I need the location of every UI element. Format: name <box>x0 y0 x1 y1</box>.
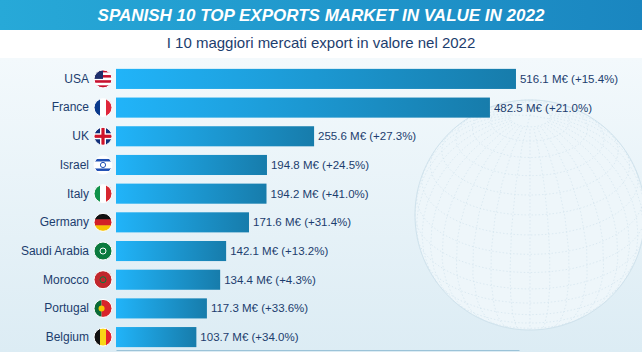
bar <box>116 298 207 318</box>
flag-border <box>94 127 112 145</box>
y-tick-label: USA <box>64 72 89 86</box>
y-tick-label: UK <box>72 129 89 143</box>
bar <box>116 98 490 118</box>
flag-border <box>94 213 112 231</box>
y-tick-label: Italy <box>67 186 89 200</box>
bar <box>116 212 249 232</box>
bar <box>116 241 226 261</box>
y-tick: Italy <box>67 186 89 200</box>
y-tick: Morocco <box>43 273 89 287</box>
flag-part <box>94 168 112 171</box>
data-label: 103.7 M€ (+34.0%) <box>200 331 298 343</box>
data-label: 255.6 M€ (+27.3%) <box>318 130 416 142</box>
flags <box>94 70 113 346</box>
flag-part <box>94 127 112 145</box>
bar <box>116 126 314 146</box>
flag-border <box>94 242 112 260</box>
flag-part <box>94 219 112 226</box>
y-tick-label: France <box>52 100 90 114</box>
flag-part <box>100 328 107 346</box>
flag <box>94 99 113 117</box>
title: SPANISH 10 TOP EXPORTS MARKET IN VALUE I… <box>98 6 545 25</box>
globe-sphere <box>415 100 642 330</box>
flag <box>94 242 112 260</box>
y-tick-label: Saudi Arabia <box>21 244 89 258</box>
bar <box>116 155 267 175</box>
flag-part <box>100 277 106 283</box>
y-tick-label: Germany <box>40 215 89 229</box>
chart-svg: SPANISH 10 TOP EXPORTS MARKET IN VALUE I… <box>0 0 642 352</box>
data-labels: 516.1 M€ (+15.4%) 482.5 M€ (+21.0%) 255.6 … <box>200 73 618 343</box>
y-tick-label: Morocco <box>43 273 89 287</box>
flag <box>94 271 112 289</box>
y-tick: Israel <box>60 158 89 172</box>
data-label: 171.6 M€ (+31.4%) <box>253 216 351 228</box>
flag <box>94 70 112 88</box>
globe-graticule <box>415 100 642 330</box>
flag-border <box>94 99 112 117</box>
data-label: 194.2 M€ (+41.0%) <box>271 188 369 200</box>
flag-part <box>99 305 105 311</box>
flag-part <box>100 162 105 167</box>
data-label: 142.1 M€ (+13.2%) <box>230 245 328 257</box>
flag-part <box>94 242 112 260</box>
bars <box>116 69 516 347</box>
data-label: 117.3 M€ (+33.6%) <box>211 302 308 314</box>
flag-part <box>100 185 107 203</box>
flag-border <box>94 70 112 88</box>
y-tick-label: Israel <box>60 158 89 172</box>
y-axis: USA France UK Israel Italy Germany Saudi Arabi… <box>21 72 89 344</box>
y-tick: Saudi Arabia <box>21 244 89 258</box>
data-label: 516.1 M€ (+15.4%) <box>520 73 618 85</box>
bar <box>116 69 516 89</box>
header-band <box>0 0 642 30</box>
flag-part <box>101 127 104 145</box>
y-tick: USA <box>64 72 89 86</box>
y-tick-label: Belgium <box>46 330 89 344</box>
flag <box>94 328 113 346</box>
flag-part <box>94 271 112 289</box>
x-axis <box>117 350 520 351</box>
y-tick: Germany <box>40 215 89 229</box>
bar <box>116 327 196 347</box>
flag-border <box>94 271 112 289</box>
y-tick: Belgium <box>46 330 89 344</box>
flag-border <box>94 299 112 317</box>
subtitle: I 10 maggiori mercati export in valore n… <box>167 34 476 51</box>
flag-part <box>100 248 106 254</box>
data-label: 482.5 M€ (+21.0%) <box>494 102 592 114</box>
flag-border <box>94 185 112 203</box>
bar <box>116 184 267 204</box>
flag <box>94 127 112 145</box>
flag-border <box>94 328 112 346</box>
bar <box>116 270 220 290</box>
flag <box>94 213 112 232</box>
flag-part <box>94 156 112 174</box>
flag-part <box>100 99 107 117</box>
globe-decoration <box>415 100 642 330</box>
y-tick-label: Portugal <box>44 301 89 315</box>
x-axis-line <box>117 350 520 351</box>
y-tick: Portugal <box>44 301 89 315</box>
flag-border <box>94 156 112 174</box>
data-label: 134.4 M€ (+4.3%) <box>224 274 316 286</box>
flag-part <box>94 80 112 83</box>
flag <box>94 185 113 203</box>
y-tick: France <box>52 100 90 114</box>
flag-part <box>94 159 112 162</box>
flag <box>94 156 112 174</box>
chart-container: SPANISH 10 TOP EXPORTS MARKET IN VALUE I… <box>0 0 642 352</box>
data-label: 194.8 M€ (+24.5%) <box>271 159 369 171</box>
y-tick: UK <box>72 129 89 143</box>
flag <box>94 299 113 317</box>
